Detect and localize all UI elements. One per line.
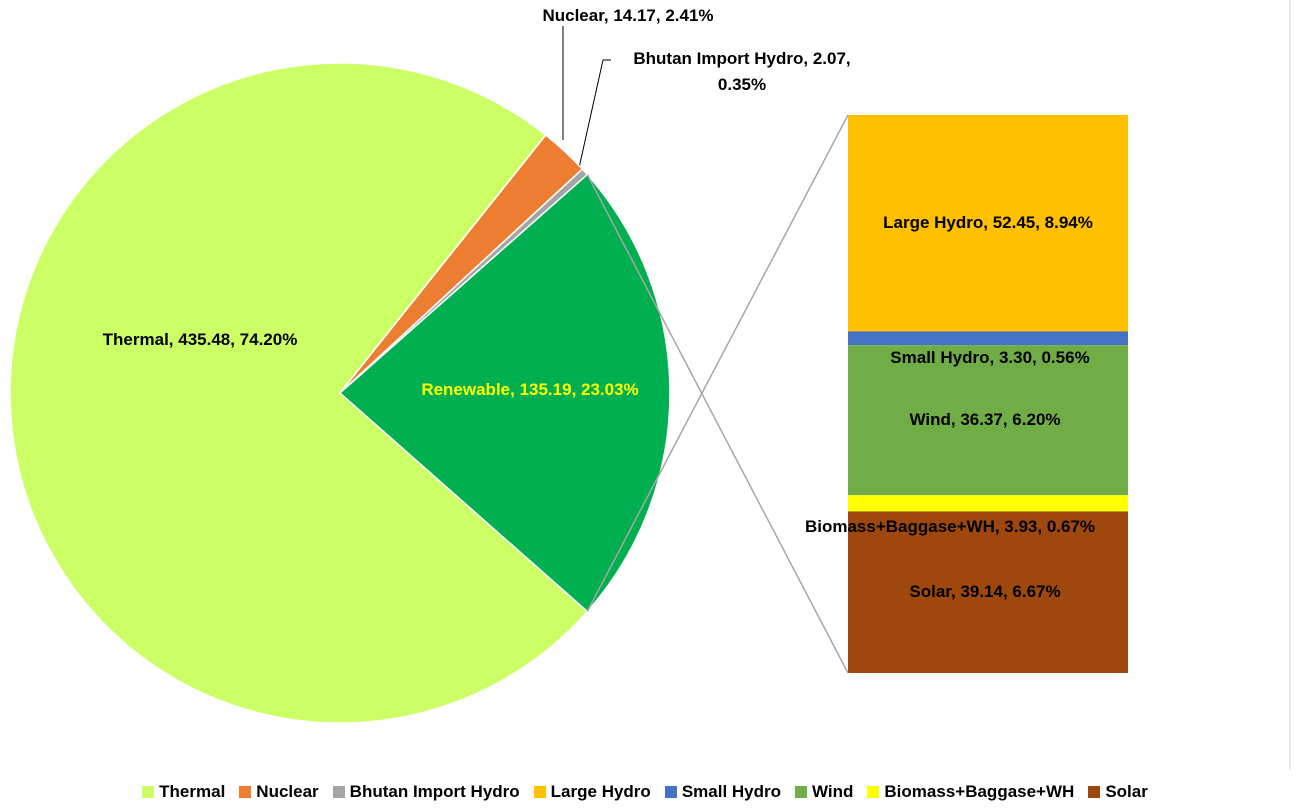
pie-slice bbox=[9, 62, 589, 724]
legend-swatch bbox=[533, 786, 546, 798]
connector-line bbox=[586, 114, 849, 612]
legend-swatch bbox=[332, 786, 345, 798]
legend-swatch bbox=[664, 786, 677, 798]
legend-item: Biomass+Baggase+WH bbox=[867, 782, 1074, 802]
leader-line bbox=[578, 59, 611, 169]
bar-segment bbox=[848, 511, 1128, 673]
legend-label: Solar bbox=[1105, 782, 1148, 801]
legend-label: Nuclear bbox=[256, 782, 319, 801]
legend-label: Large Hydro bbox=[550, 782, 651, 801]
legend-swatch bbox=[142, 786, 155, 798]
legend-swatch bbox=[867, 786, 880, 798]
legend-label: Bhutan Import Hydro bbox=[349, 782, 520, 801]
bar-segment bbox=[848, 115, 1128, 332]
legend-swatch bbox=[239, 786, 252, 798]
legend-swatch bbox=[1088, 786, 1101, 798]
legend-item: Bhutan Import Hydro bbox=[332, 782, 520, 802]
legend-item: Thermal bbox=[142, 782, 225, 802]
bar-segment bbox=[848, 345, 1128, 496]
connector-line bbox=[586, 174, 849, 674]
data-label: Biomass+Baggase+WH, 3.93, 0.67% bbox=[804, 517, 1096, 537]
data-label: Renewable, 135.19, 23.03% bbox=[421, 380, 639, 399]
legend-item: Solar bbox=[1088, 782, 1148, 802]
bar-segment bbox=[848, 331, 1128, 346]
bar-segment bbox=[848, 495, 1128, 512]
legend-item: Small Hydro bbox=[664, 782, 782, 802]
legend-label: Small Hydro bbox=[681, 782, 782, 801]
data-label: Thermal, 435.48, 74.20% bbox=[102, 330, 298, 349]
legend: Thermal Nuclear Bhutan Import Hydro Large H… bbox=[0, 782, 1290, 802]
legend-item: Nuclear bbox=[239, 782, 319, 802]
legend-item: Large Hydro bbox=[533, 782, 651, 802]
legend-label: Wind bbox=[812, 782, 854, 801]
legend-item: Wind bbox=[795, 782, 853, 802]
legend-swatch bbox=[795, 786, 808, 798]
data-label: Solar, 39.14, 6.67% bbox=[909, 582, 1061, 602]
pie-slice bbox=[338, 173, 671, 613]
data-label: Bhutan Import Hydro, 2.07, 0.35% bbox=[633, 49, 851, 94]
legend-label: Biomass+Baggase+WH bbox=[884, 782, 1075, 801]
data-label: Wind, 36.37, 6.20% bbox=[909, 410, 1061, 430]
legend-label: Thermal bbox=[159, 782, 226, 801]
data-label: Nuclear, 14.17, 2.41% bbox=[542, 6, 714, 25]
data-label: Small Hydro, 3.30, 0.56% bbox=[890, 348, 1090, 368]
data-label: Large Hydro, 52.45, 8.94% bbox=[883, 213, 1093, 233]
